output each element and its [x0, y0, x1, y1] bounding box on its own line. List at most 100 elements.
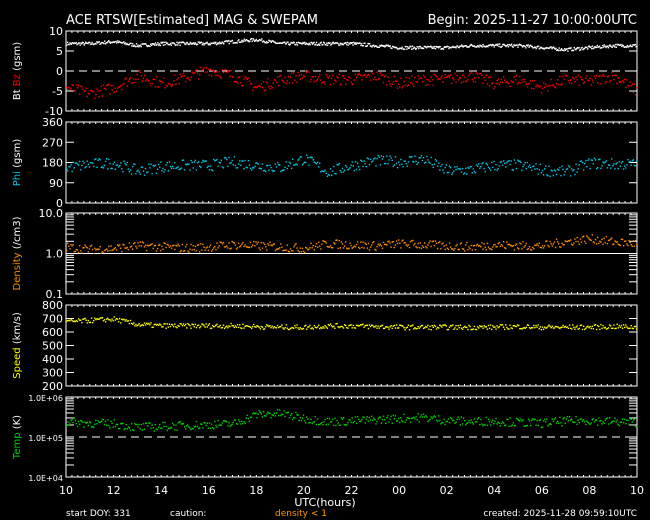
data-point [398, 161, 400, 163]
data-point [220, 42, 223, 45]
data-point [167, 244, 170, 246]
data-point [446, 76, 449, 78]
data-point [113, 41, 115, 43]
data-point [242, 323, 244, 325]
data-point [285, 161, 287, 163]
data-point [510, 327, 512, 329]
data-point [206, 422, 208, 424]
data-point [103, 249, 106, 252]
data-point [311, 43, 314, 45]
data-point [290, 167, 293, 170]
data-point [571, 49, 573, 52]
data-point [211, 248, 214, 251]
data-point [355, 243, 358, 246]
data-point [609, 44, 611, 46]
data-point [444, 46, 446, 48]
data-point [604, 82, 606, 84]
data-point [299, 247, 301, 249]
data-point [607, 327, 610, 329]
data-point [221, 326, 224, 329]
data-point [303, 41, 306, 44]
x-tick-label: 20 [297, 484, 311, 497]
data-point [506, 162, 508, 164]
data-point [244, 244, 246, 246]
data-point [236, 166, 239, 169]
data-point [381, 419, 384, 421]
data-point [98, 421, 100, 424]
data-point [456, 328, 458, 330]
data-point [234, 80, 237, 83]
data-point [273, 41, 276, 43]
data-point [253, 412, 255, 414]
data-point [478, 46, 480, 48]
data-point [514, 44, 517, 47]
data-point [528, 82, 531, 85]
caution-density: density < 1 [275, 509, 327, 519]
data-point [507, 243, 509, 246]
data-point [216, 158, 218, 161]
data-point [473, 45, 476, 47]
data-point [417, 46, 419, 48]
data-point [237, 76, 240, 79]
y-axis-label-part: Temp [12, 432, 23, 460]
data-point [578, 327, 581, 330]
data-point [498, 165, 500, 167]
data-point [253, 240, 255, 243]
data-point [216, 323, 218, 326]
data-point [555, 238, 558, 240]
data-point [519, 328, 521, 330]
data-point [543, 245, 546, 247]
data-point [214, 160, 216, 162]
data-point [227, 327, 229, 329]
data-point [96, 248, 98, 251]
data-point [518, 419, 520, 422]
data-point [314, 245, 317, 248]
data-point [594, 419, 597, 421]
data-point [438, 327, 440, 329]
data-point [329, 83, 332, 86]
data-point [292, 158, 294, 161]
data-point [173, 43, 176, 45]
data-point [118, 244, 121, 246]
data-point [249, 241, 252, 244]
data-point [289, 248, 292, 250]
data-point [542, 420, 545, 422]
data-point [107, 317, 109, 320]
data-point [179, 251, 181, 253]
y-axis-label-part: (km/s) [12, 312, 23, 347]
data-point [218, 71, 220, 73]
data-point [223, 420, 226, 422]
data-point [336, 239, 338, 241]
data-point [627, 159, 629, 161]
data-point [228, 156, 230, 159]
data-point [588, 326, 590, 329]
data-point [166, 161, 168, 164]
data-point [297, 249, 299, 252]
data-point [511, 45, 514, 48]
data-point [538, 168, 540, 171]
data-point [286, 41, 288, 43]
data-point [263, 328, 266, 330]
data-point [632, 44, 634, 46]
data-point [161, 170, 163, 172]
data-point [537, 45, 539, 48]
data-point [512, 422, 515, 424]
data-point [102, 167, 105, 169]
data-point [560, 422, 562, 424]
data-point [239, 76, 241, 78]
data-point [559, 49, 561, 52]
data-point [515, 75, 518, 77]
data-point [427, 324, 429, 327]
data-point [174, 161, 176, 164]
data-point [431, 324, 433, 327]
data-point [399, 164, 401, 166]
data-point [284, 43, 287, 45]
data-point [507, 46, 510, 48]
data-point [406, 48, 408, 50]
data-point [120, 322, 122, 324]
data-point [601, 327, 603, 330]
data-point [541, 169, 544, 172]
data-point [537, 244, 539, 247]
data-point [595, 46, 598, 48]
data-point [589, 46, 591, 49]
